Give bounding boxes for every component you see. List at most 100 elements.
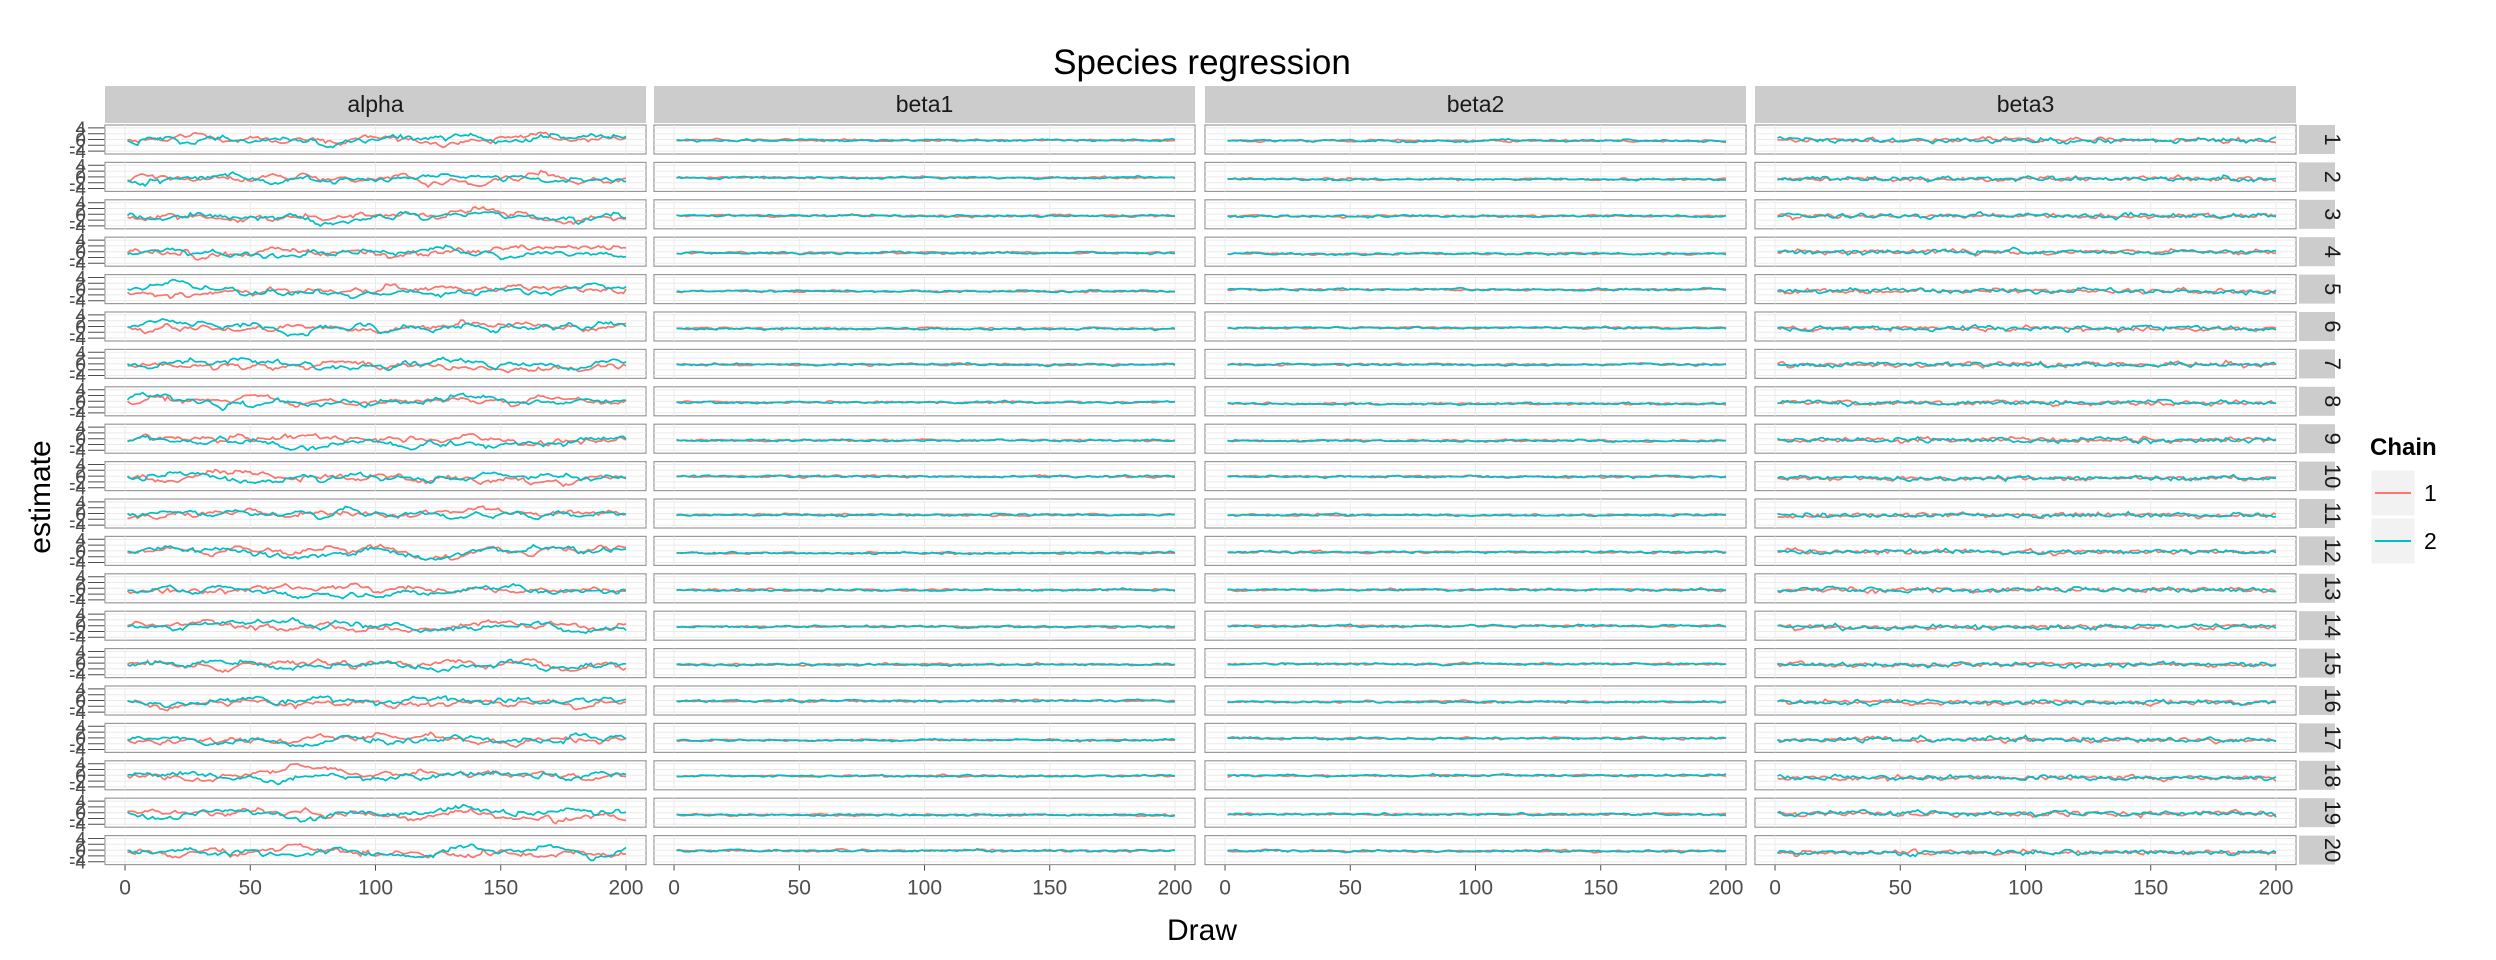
chain-1-trace — [127, 319, 627, 335]
chain-2-trace — [1227, 251, 1727, 257]
y-tick-label: 2 — [75, 424, 86, 445]
y-tick-label: 2 — [75, 312, 86, 333]
chain-2-trace — [127, 843, 627, 862]
y-tick-label: 2 — [75, 723, 86, 744]
x-tick-label: 0 — [1219, 877, 1231, 900]
chain-2-trace — [1777, 360, 2277, 369]
chain-2-trace — [676, 399, 1176, 405]
chain-2-trace — [127, 582, 627, 600]
chain-2-trace — [127, 695, 627, 709]
chain-2-trace — [1777, 174, 2277, 183]
row-strip-label: 17 — [2320, 726, 2345, 750]
y-tick-label: -2 — [69, 361, 86, 382]
y-tick-label: 4 — [75, 680, 86, 701]
chain-2-trace — [127, 278, 627, 300]
column-strip — [105, 86, 646, 123]
chain-1-trace — [127, 169, 627, 189]
chain-2-trace — [1227, 772, 1727, 778]
y-tick-label: 2 — [75, 200, 86, 221]
chain-2-trace — [1227, 213, 1727, 219]
row-strip — [2299, 648, 2335, 678]
row-strip-label: 2 — [2320, 171, 2345, 183]
chain-2-trace — [1776, 848, 2277, 858]
y-tick-label: -2 — [69, 323, 86, 344]
row-strip-label: 18 — [2320, 763, 2345, 787]
y-tick-label: 0 — [75, 766, 86, 787]
chain-2-trace — [1777, 547, 2277, 556]
row-strip-label: 14 — [2320, 613, 2345, 637]
x-tick-label: 100 — [2008, 877, 2043, 900]
y-tick-label: 0 — [75, 467, 86, 488]
chain-2-trace — [127, 803, 627, 823]
chain-2-trace — [676, 587, 1176, 593]
y-tick-label: 2 — [75, 274, 86, 295]
y-tick-label: -4 — [69, 815, 86, 836]
y-tick-label: -2 — [69, 735, 86, 756]
row-strip — [2299, 760, 2335, 790]
chain-2-trace — [1227, 325, 1727, 330]
chain-2-trace — [1777, 473, 2276, 483]
x-tick-label: 50 — [788, 877, 811, 900]
column-strip-label: beta3 — [1997, 91, 2055, 117]
chain-2-trace — [1777, 210, 2276, 221]
row-strip — [2299, 199, 2335, 229]
row-strip-label: 16 — [2320, 688, 2345, 712]
y-tick-label: 4 — [75, 456, 86, 477]
chain-2-trace — [676, 848, 1176, 853]
chain-2-trace — [1227, 362, 1727, 367]
chain-2-trace — [1227, 401, 1727, 407]
x-tick-label: 0 — [668, 877, 680, 900]
y-tick-label: 4 — [75, 306, 86, 327]
row-strip-label: 1 — [2320, 133, 2345, 145]
chain-2-trace — [676, 737, 1176, 743]
y-tick-label: -4 — [69, 853, 86, 874]
chain-2-trace — [1777, 246, 2277, 256]
row-strip-label: 13 — [2320, 576, 2345, 600]
y-tick-label: 2 — [75, 237, 86, 258]
row-strip-label: 12 — [2320, 539, 2345, 563]
chain-2-trace — [1777, 808, 2277, 818]
y-tick-label: -4 — [69, 479, 86, 500]
y-tick-label: -2 — [69, 398, 86, 419]
chain-2-trace — [127, 317, 627, 338]
x-tick-label: 200 — [1708, 877, 1743, 900]
y-tick-label: -2 — [69, 510, 86, 531]
y-tick-label: 4 — [75, 605, 86, 626]
y-tick-label: -4 — [69, 404, 86, 425]
chain-1-trace — [127, 205, 627, 226]
y-tick-label: 0 — [75, 654, 86, 675]
chain-2-trace — [126, 505, 627, 521]
x-tick-label: 0 — [1769, 877, 1781, 900]
y-tick-label: -2 — [69, 810, 86, 831]
facet-panels: alpha beta1 beta2 beta31-4-20242-4-20243-4-… — [69, 86, 2345, 900]
y-tick-label: -2 — [69, 548, 86, 569]
x-tick-label: 100 — [1458, 877, 1493, 900]
x-tick-label: 150 — [483, 877, 518, 900]
y-tick-label: -4 — [69, 703, 86, 724]
chain-2-trace — [1227, 137, 1727, 144]
y-tick-label: 0 — [75, 168, 86, 189]
column-strip — [1755, 86, 2296, 123]
row-strip — [2299, 424, 2335, 454]
y-tick-label: -2 — [69, 436, 86, 457]
chain-1-trace — [127, 468, 627, 488]
y-axis-label: estimate — [24, 440, 57, 553]
row-strip-label: 6 — [2320, 320, 2345, 332]
y-tick-label: -4 — [69, 628, 86, 649]
y-tick-label: 0 — [75, 243, 86, 264]
chain-2-trace — [127, 658, 626, 673]
legend-label: 2 — [2424, 528, 2437, 554]
chain-2-trace — [1227, 811, 1727, 817]
chain-2-trace — [676, 361, 1176, 368]
row-strip — [2299, 573, 2335, 603]
y-tick-label: -4 — [69, 254, 86, 275]
chain-2-trace — [1227, 661, 1727, 667]
chain-2-trace — [126, 470, 627, 485]
chain-2-trace — [1777, 435, 2277, 445]
chain-1-trace — [127, 842, 627, 859]
x-tick-label: 50 — [239, 877, 262, 900]
row-strip-label: 8 — [2320, 395, 2345, 407]
y-tick-label: -2 — [69, 847, 86, 868]
chain-2-trace — [676, 662, 1176, 668]
x-tick-label: 150 — [2133, 877, 2168, 900]
